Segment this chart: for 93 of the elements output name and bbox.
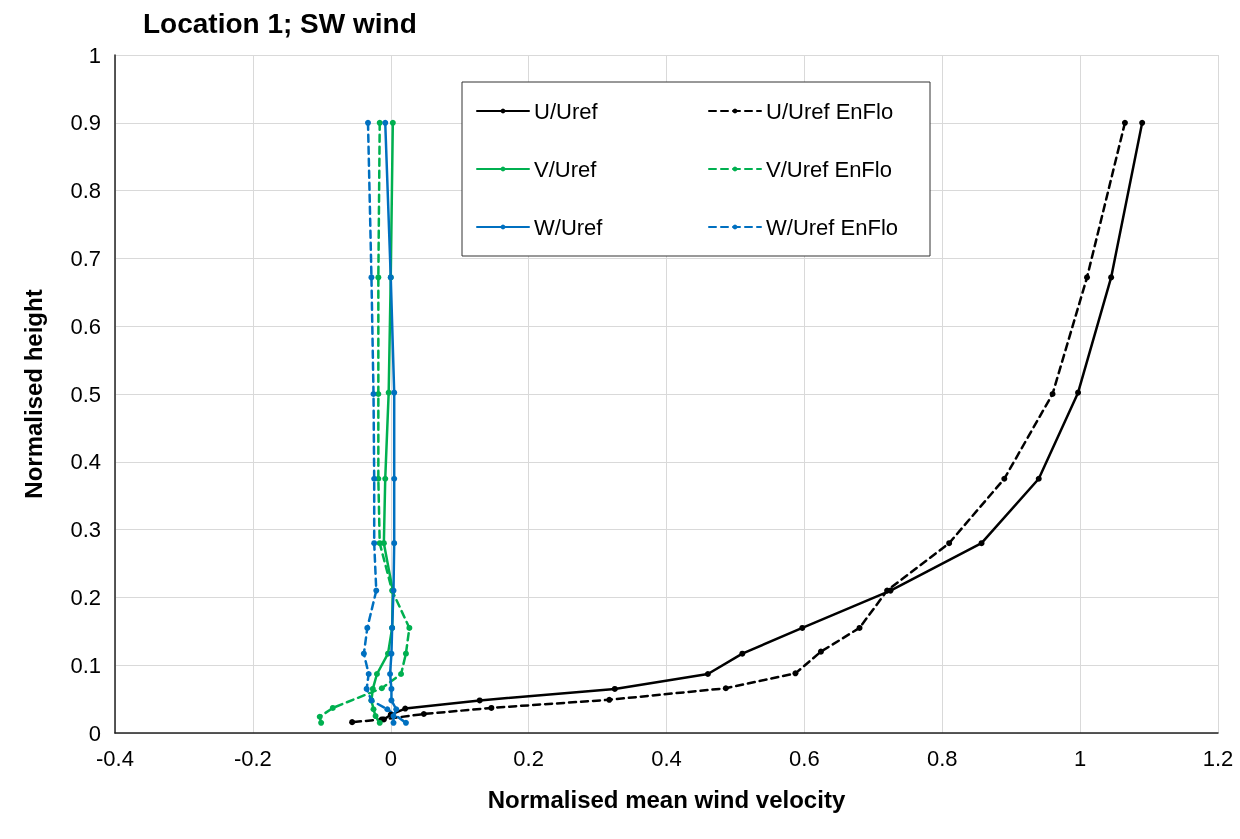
point xyxy=(402,650,409,657)
legend-label: V/Uref EnFlo xyxy=(766,156,892,182)
legend-label: V/Uref xyxy=(534,156,598,182)
point xyxy=(365,119,371,126)
legend-label: U/Uref EnFlo xyxy=(766,98,894,124)
point xyxy=(704,671,711,678)
x-tick-label: 0.8 xyxy=(926,745,958,771)
point xyxy=(391,540,398,547)
point xyxy=(488,704,495,711)
point xyxy=(349,719,356,726)
y-tick-label: 0.2 xyxy=(70,584,101,610)
point xyxy=(739,650,746,657)
point xyxy=(387,671,394,678)
point xyxy=(420,711,427,718)
x-tick-label: 1 xyxy=(1074,745,1087,771)
x-tick-label: 0.4 xyxy=(651,745,682,771)
x-tick-label: 0.6 xyxy=(789,745,820,771)
point xyxy=(373,671,380,678)
point xyxy=(390,719,397,726)
legend-label: U/Uref xyxy=(534,98,599,124)
point xyxy=(376,540,383,547)
y-tick-label: 1 xyxy=(88,42,101,68)
x-tick-label: 1.2 xyxy=(1202,745,1234,771)
point xyxy=(611,685,618,692)
legend-label: W/Uref EnFlo xyxy=(766,214,899,240)
point xyxy=(318,719,325,726)
point xyxy=(384,706,391,713)
x-tick-label: 0 xyxy=(384,745,397,771)
point xyxy=(368,274,375,281)
point xyxy=(369,685,376,692)
x-tick-label: 0.2 xyxy=(513,745,544,771)
x-tick-label: -0.4 xyxy=(96,745,134,771)
y-tick-label: 0.4 xyxy=(70,449,101,475)
point xyxy=(375,274,382,281)
point xyxy=(360,650,367,657)
point xyxy=(316,713,323,720)
x-tick-label: -0.2 xyxy=(233,745,272,771)
point xyxy=(378,685,385,692)
point xyxy=(1084,274,1091,281)
point xyxy=(1035,475,1042,482)
point xyxy=(1049,391,1056,397)
point xyxy=(391,389,398,396)
point xyxy=(398,671,405,678)
point xyxy=(371,475,378,482)
point xyxy=(1139,119,1146,126)
legend-label: W/Uref xyxy=(534,214,604,240)
point xyxy=(364,624,371,631)
y-tick-label: 0.5 xyxy=(70,381,101,407)
point xyxy=(363,685,370,692)
point xyxy=(382,475,389,482)
y-tick-label: 0.6 xyxy=(70,313,101,339)
point xyxy=(1121,119,1128,126)
point xyxy=(382,119,389,126)
point xyxy=(476,697,483,704)
y-axis-title: Normalised height xyxy=(19,289,47,499)
point xyxy=(606,696,613,703)
point xyxy=(1075,389,1082,396)
point xyxy=(1001,475,1008,482)
point xyxy=(371,540,378,547)
point xyxy=(388,685,395,692)
point xyxy=(376,119,383,126)
point xyxy=(329,704,336,711)
point xyxy=(370,706,377,713)
point xyxy=(402,705,409,712)
point xyxy=(799,624,806,631)
point xyxy=(370,391,377,397)
point xyxy=(393,706,400,713)
point xyxy=(365,671,372,678)
y-tick-label: 0.8 xyxy=(70,178,101,204)
point xyxy=(817,648,824,655)
y-tick-label: 0 xyxy=(88,720,101,746)
point xyxy=(385,389,392,396)
y-tick-label: 0.3 xyxy=(70,517,101,543)
point xyxy=(978,540,985,547)
point xyxy=(388,650,395,657)
point xyxy=(1108,274,1115,281)
point xyxy=(373,587,380,594)
y-tick-label: 0.7 xyxy=(70,245,101,271)
x-axis-title: Normalised mean wind velocity xyxy=(487,785,846,813)
point xyxy=(388,697,395,704)
point xyxy=(375,391,382,397)
point xyxy=(792,670,799,677)
point xyxy=(389,119,396,126)
chart-title: Location 1; SW wind xyxy=(143,7,417,39)
point xyxy=(391,475,398,482)
y-tick-label: 0.9 xyxy=(70,110,101,136)
point xyxy=(372,713,379,720)
point xyxy=(856,624,863,631)
point xyxy=(406,624,413,631)
y-tick-label: 0.1 xyxy=(70,652,101,678)
point xyxy=(402,719,409,726)
point xyxy=(946,540,953,547)
point xyxy=(722,685,729,692)
